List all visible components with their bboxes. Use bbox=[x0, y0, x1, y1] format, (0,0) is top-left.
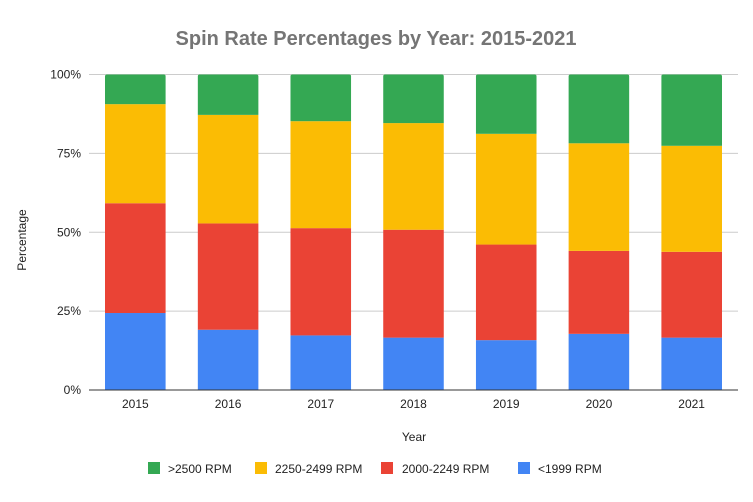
legend-label: <1999 RPM bbox=[538, 462, 602, 476]
legend-swatch bbox=[381, 462, 393, 474]
bar-segment bbox=[475, 133, 537, 245]
chart-title: Spin Rate Percentages by Year: 2015-2021 bbox=[176, 28, 577, 50]
x-axis-ticks: 2015 2016 2017 2018 2019 2020 2021 bbox=[122, 397, 705, 411]
legend-swatch bbox=[255, 462, 267, 474]
x-tick-label: 2018 bbox=[400, 397, 427, 411]
bar-segment bbox=[197, 223, 259, 330]
legend-item[interactable]: >2500 RPM bbox=[148, 462, 232, 476]
legend-item[interactable]: 2000-2249 RPM bbox=[381, 462, 489, 476]
bar-segment bbox=[383, 337, 444, 390]
x-tick-label: 2016 bbox=[215, 397, 242, 411]
bar-segment bbox=[290, 74, 352, 122]
bar-segment bbox=[104, 74, 166, 105]
bar-stack-2021 bbox=[661, 74, 723, 390]
bar-segment bbox=[104, 203, 166, 314]
legend: >2500 RPM 2250-2499 RPM 2000-2249 RPM <1999… bbox=[148, 462, 602, 476]
bar-segment bbox=[661, 337, 723, 390]
bar-segment bbox=[568, 250, 630, 334]
x-tick-label: 2017 bbox=[307, 397, 334, 411]
legend-swatch bbox=[518, 462, 530, 474]
bar-segment bbox=[475, 340, 537, 390]
y-tick-label: 75% bbox=[57, 146, 81, 160]
bar-segment bbox=[383, 229, 444, 338]
legend-label: 2000-2249 RPM bbox=[402, 462, 489, 476]
legend-item[interactable]: <1999 RPM bbox=[518, 462, 602, 476]
bar-segment bbox=[383, 123, 444, 230]
y-axis-ticks: 0% 25% 50% 75% 100% bbox=[50, 68, 81, 398]
bars bbox=[104, 74, 723, 390]
bar-segment bbox=[568, 143, 630, 251]
y-axis-label: Percentage bbox=[15, 209, 29, 271]
bar-segment bbox=[197, 114, 259, 224]
bar-segment bbox=[661, 251, 723, 338]
y-tick-label: 0% bbox=[64, 383, 82, 397]
bar-segment bbox=[290, 335, 352, 390]
legend-item[interactable]: 2250-2499 RPM bbox=[255, 462, 362, 476]
bar-stack-2017 bbox=[290, 74, 352, 390]
bar-segment bbox=[661, 145, 723, 252]
bar-segment bbox=[383, 74, 444, 124]
bar-segment bbox=[104, 313, 166, 390]
bar-segment bbox=[568, 333, 630, 390]
bar-segment bbox=[290, 228, 352, 336]
legend-swatch bbox=[148, 462, 160, 474]
legend-label: 2250-2499 RPM bbox=[275, 462, 362, 476]
bar-segment bbox=[475, 74, 537, 134]
x-tick-label: 2021 bbox=[678, 397, 705, 411]
x-axis-label: Year bbox=[402, 430, 426, 444]
bar-stack-2016 bbox=[197, 74, 259, 390]
y-tick-label: 25% bbox=[57, 304, 81, 318]
bar-segment bbox=[661, 74, 723, 146]
legend-label: >2500 RPM bbox=[168, 462, 232, 476]
x-tick-label: 2020 bbox=[586, 397, 613, 411]
bar-segment bbox=[197, 74, 259, 115]
y-tick-label: 50% bbox=[57, 225, 81, 239]
bar-segment bbox=[568, 74, 630, 144]
bar-stack-2020 bbox=[568, 74, 630, 390]
x-tick-label: 2015 bbox=[122, 397, 149, 411]
bar-stack-2018 bbox=[383, 74, 444, 390]
bar-stack-2015 bbox=[104, 74, 166, 390]
bar-segment bbox=[197, 329, 259, 390]
bar-segment bbox=[475, 244, 537, 341]
bar-stack-2019 bbox=[475, 74, 537, 390]
x-tick-label: 2019 bbox=[493, 397, 520, 411]
bar-segment bbox=[104, 104, 166, 204]
y-tick-label: 100% bbox=[50, 68, 81, 82]
bar-segment bbox=[290, 121, 352, 229]
